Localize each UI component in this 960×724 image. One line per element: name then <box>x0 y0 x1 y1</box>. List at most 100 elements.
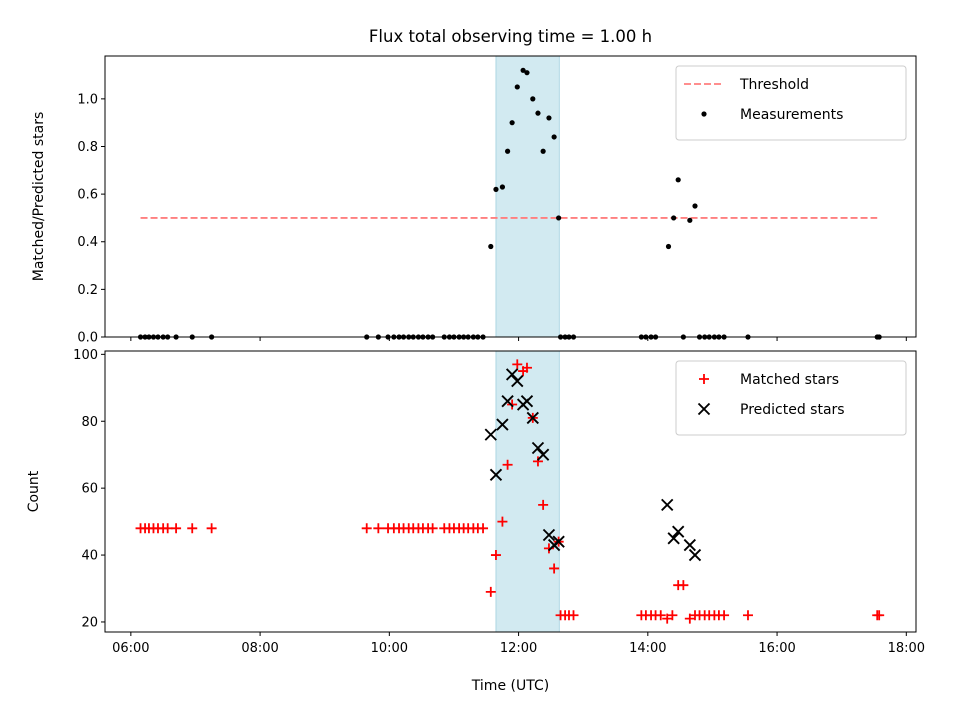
x-tick-label: 18:00 <box>888 641 925 656</box>
data-point <box>504 148 511 154</box>
matched-star-point <box>162 523 173 534</box>
predicted-star-point <box>505 368 519 381</box>
matched-star-point <box>521 362 532 373</box>
matched-star-point <box>742 610 753 621</box>
matched-star-point <box>373 523 384 534</box>
predicted-star-point <box>688 548 702 562</box>
predicted-star-point <box>511 374 524 388</box>
legend-label: Predicted stars <box>740 402 845 418</box>
x-tick-label: 12:00 <box>500 641 537 656</box>
predicted-star-point <box>484 428 497 441</box>
predicted-star-point <box>526 411 539 425</box>
data-point <box>556 215 562 221</box>
matched-star-point <box>497 516 508 527</box>
matched-star-point <box>171 523 182 534</box>
legend-label: Threshold <box>739 77 809 93</box>
y-tick-label: 0.2 <box>77 283 98 298</box>
x-tick-label: 08:00 <box>241 641 278 656</box>
y-tick-label: 100 <box>73 348 98 363</box>
legend-label: Measurements <box>740 107 843 123</box>
chart-title: Flux total observing time = 1.00 h <box>369 27 652 46</box>
matched-star-point <box>662 613 673 624</box>
matched-star-point <box>655 610 666 621</box>
x-tick-label: 10:00 <box>371 641 408 656</box>
data-point <box>530 96 536 102</box>
y-tick-label: 0.4 <box>77 235 98 250</box>
data-point <box>499 184 506 190</box>
matched-star-point <box>187 523 198 534</box>
data-point <box>665 243 672 250</box>
legend: Threshold Measurements <box>675 65 907 141</box>
legend-box <box>675 360 907 436</box>
data-point <box>520 67 526 73</box>
matched-star-point <box>538 499 549 510</box>
matched-star-point <box>549 563 560 574</box>
predicted-star-point <box>667 532 680 545</box>
predicted-star-point <box>661 498 674 512</box>
y-tick-label: 0.6 <box>77 188 98 203</box>
axes-frame <box>104 350 917 633</box>
matched-star-point <box>678 580 689 591</box>
axes-frame <box>104 55 917 338</box>
data-point <box>488 243 494 250</box>
matched-star-point <box>490 550 501 561</box>
legend-label: Matched stars <box>740 372 839 388</box>
matched-star-point <box>502 459 513 470</box>
predicted-star-point <box>489 468 503 481</box>
data-point <box>551 134 557 140</box>
y-tick-label: 80 <box>81 415 98 430</box>
matched-star-point <box>719 610 730 621</box>
matched-star-point <box>684 613 695 624</box>
matched-star-point <box>874 610 885 621</box>
predicted-star-point <box>501 395 514 408</box>
matched-star-point <box>568 610 579 621</box>
legend-measurements-swatch <box>701 111 707 117</box>
x-axis-label: Time (UTC) <box>471 678 549 694</box>
matched-star-point <box>478 523 489 534</box>
data-point <box>493 186 499 192</box>
data-point <box>687 217 693 223</box>
x-tick-label: 14:00 <box>629 641 666 656</box>
matched-star-point <box>206 523 217 534</box>
legend-box <box>675 65 907 141</box>
predicted-star-point <box>542 528 556 542</box>
matched-star-point <box>667 610 678 621</box>
matched-star-point <box>485 586 496 597</box>
predicted-star-point <box>520 395 534 408</box>
legend: Matched stars Predicted stars <box>675 360 907 436</box>
matched-star-point <box>361 523 372 534</box>
data-point <box>675 177 681 183</box>
matched-star-point <box>543 543 554 554</box>
data-point <box>671 215 677 221</box>
predicted-star-point <box>683 538 696 552</box>
observing-span-shade <box>495 350 560 633</box>
data-point <box>535 110 541 116</box>
bottom-y-axis-label: Count <box>26 470 42 512</box>
x-tick-label: 16:00 <box>758 641 795 656</box>
matched-star-point <box>512 359 523 370</box>
predicted-star-point <box>531 441 545 455</box>
x-tick-label: 06:00 <box>112 641 149 656</box>
legend-predicted-swatch <box>697 402 711 416</box>
legend-matched-swatch <box>699 374 709 384</box>
matched-star-point <box>532 456 543 467</box>
panel-ratio: 0.0 0.2 0.4 0.6 0.8 1.0 Threshold Measurements <box>77 55 917 346</box>
top-y-axis-label: Matched/Predicted stars <box>31 112 47 282</box>
plot-area: 0.0 0.2 0.4 0.6 0.8 1.0 Threshold Measurements 2… <box>73 55 925 656</box>
data-point <box>509 120 515 126</box>
panel-count: 20 40 60 80 100 06:00 08:00 10:00 12:00 14:00 16:0… <box>73 348 925 656</box>
predicted-star-point <box>552 535 565 548</box>
predicted-star-point <box>536 448 550 461</box>
data-point <box>524 70 530 76</box>
y-tick-label: 40 <box>81 549 98 564</box>
predicted-star-point <box>672 525 685 538</box>
y-tick-label: 0.8 <box>77 140 98 155</box>
data-point <box>514 84 520 90</box>
y-tick-label: 20 <box>81 615 98 630</box>
predicted-star-point <box>496 418 509 431</box>
observing-span-shade <box>495 55 560 338</box>
matched-star-point <box>427 523 438 534</box>
data-point <box>540 148 546 154</box>
y-tick-label: 0.0 <box>77 331 98 346</box>
